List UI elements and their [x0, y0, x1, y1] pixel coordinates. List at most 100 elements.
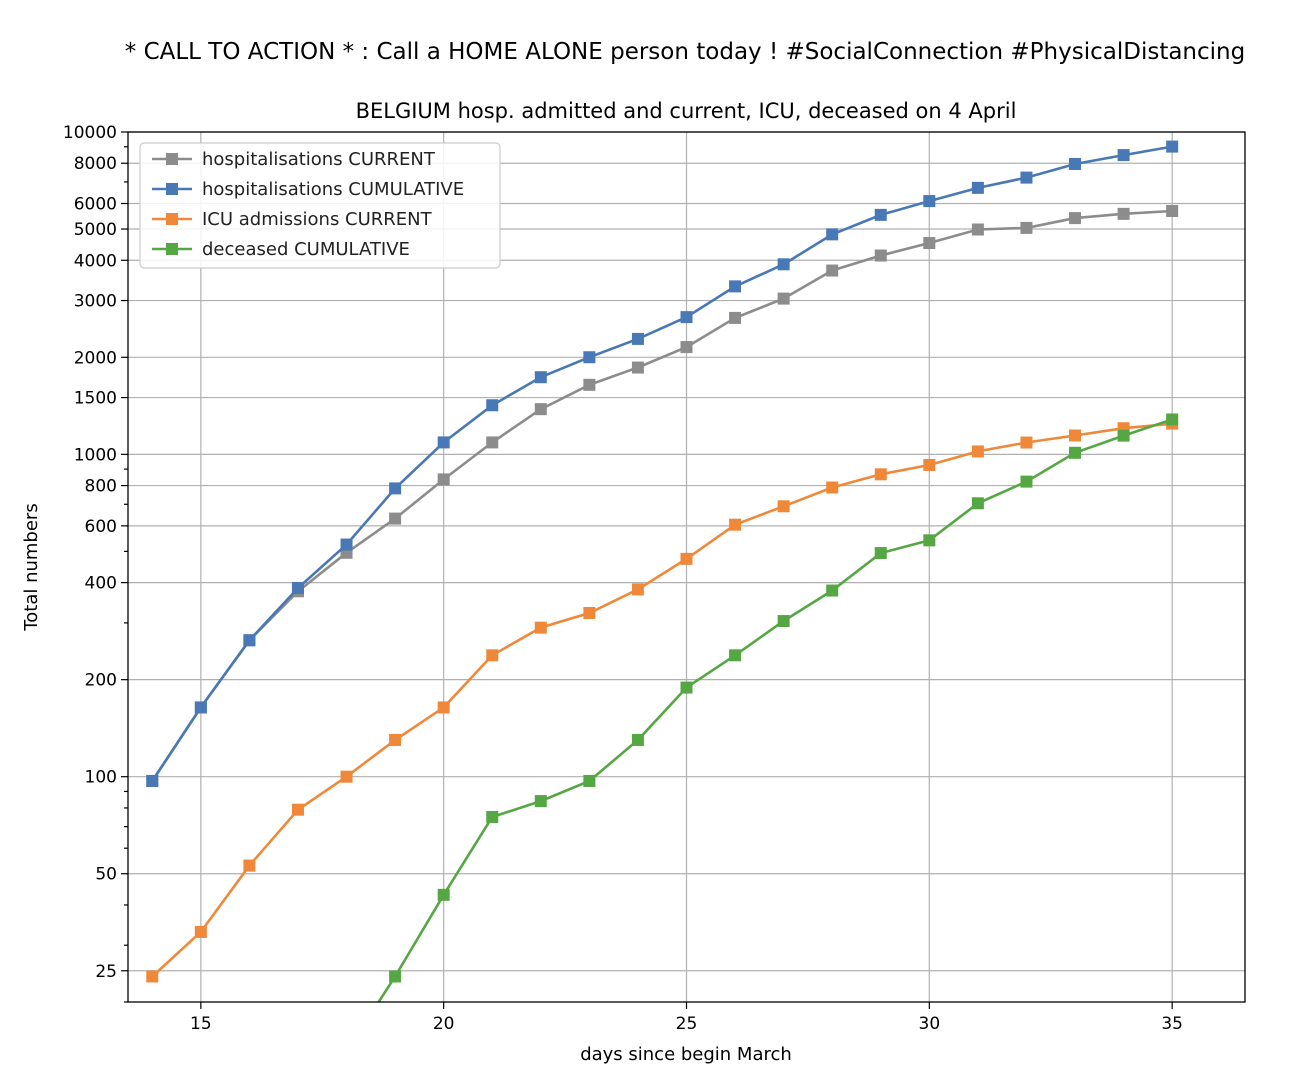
data-point — [243, 859, 256, 872]
x-tick-label: 15 — [190, 1014, 212, 1034]
y-tick-label: 3000 — [74, 292, 117, 312]
data-point — [1117, 207, 1130, 220]
data-point — [631, 361, 644, 374]
data-point — [534, 795, 547, 808]
x-tick-label: 35 — [1161, 1014, 1183, 1034]
legend-swatch-marker — [166, 183, 178, 195]
data-point — [1117, 149, 1130, 162]
data-point — [680, 552, 693, 565]
data-point — [486, 436, 499, 449]
data-point — [583, 351, 596, 364]
y-tick-label: 10000 — [63, 123, 117, 143]
series-line — [151, 422, 1173, 978]
data-point — [291, 803, 304, 816]
data-point — [1069, 212, 1082, 225]
data-point — [291, 581, 304, 594]
data-point — [631, 583, 644, 596]
legend-swatch-marker — [166, 243, 178, 255]
data-point — [631, 733, 644, 746]
data-point — [583, 606, 596, 619]
data-point — [777, 615, 790, 628]
data-point — [437, 436, 450, 449]
legend-entry-label: hospitalisations CURRENT — [202, 149, 436, 170]
data-point — [1020, 436, 1033, 449]
x-tick-label: 20 — [433, 1014, 455, 1034]
legend: hospitalisations CURRENT hospitalisations… — [139, 142, 501, 269]
data-point — [729, 649, 742, 662]
series-line — [151, 145, 1173, 782]
y-tick-label: 100 — [85, 768, 117, 788]
y-tick-label: 25 — [95, 962, 117, 982]
data-point — [874, 468, 887, 481]
data-point — [486, 649, 499, 662]
series-icu-admissions-current — [146, 417, 1179, 983]
data-point — [340, 770, 353, 783]
chart-suptitle: * CALL TO ACTION * : Call a HOME ALONE p… — [125, 39, 1245, 65]
data-point — [534, 403, 547, 416]
data-point — [680, 341, 693, 354]
y-tick-label: 600 — [85, 517, 117, 537]
x-tick-label: 25 — [676, 1014, 698, 1034]
data-point — [777, 292, 790, 305]
data-point — [1166, 140, 1179, 153]
legend-swatch-marker — [166, 213, 178, 225]
series-hospitalisations-current — [146, 204, 1179, 787]
data-point — [923, 458, 936, 471]
data-point — [874, 208, 887, 221]
axis-ticks: 15 20 25 30 35 25 50 100 200 400 600 800 1000 1500 200… — [63, 123, 1183, 1034]
data-point — [971, 223, 984, 236]
data-point — [437, 888, 450, 901]
data-point — [1166, 204, 1179, 217]
data-point — [1020, 171, 1033, 184]
data-point — [777, 500, 790, 513]
data-point — [1069, 429, 1082, 442]
plot-series — [146, 140, 1179, 1058]
legend-box — [139, 142, 501, 269]
data-point — [340, 538, 353, 551]
legend-entry-label: hospitalisations CUMULATIVE — [202, 179, 464, 200]
legend-entry-label: ICU admissions CURRENT — [202, 209, 433, 230]
grid-lines — [128, 131, 1245, 1002]
y-tick-label: 5000 — [74, 220, 117, 240]
y-tick-label: 2000 — [74, 348, 117, 368]
data-point — [680, 311, 693, 324]
data-point — [389, 512, 402, 525]
data-point — [1166, 413, 1179, 426]
data-point — [923, 534, 936, 547]
series-deceased-cumulative — [341, 413, 1179, 1058]
series-line — [151, 209, 1173, 782]
data-point — [437, 473, 450, 486]
data-point — [923, 195, 936, 208]
data-point — [389, 733, 402, 746]
x-axis-label: days since begin March — [580, 1044, 792, 1065]
data-point — [583, 774, 596, 787]
series-line — [377, 418, 1173, 1002]
data-point — [534, 371, 547, 384]
data-point — [194, 701, 207, 714]
data-point — [583, 378, 596, 391]
series-hospitalisations-cumulative — [146, 140, 1179, 787]
data-point — [486, 810, 499, 823]
data-point — [146, 970, 159, 983]
data-point — [1117, 429, 1130, 442]
data-point — [194, 925, 207, 938]
x-tick-label: 30 — [919, 1014, 941, 1034]
data-point — [729, 280, 742, 293]
legend-swatch-marker — [166, 153, 178, 165]
data-point — [534, 621, 547, 634]
data-point — [437, 701, 450, 714]
data-point — [826, 264, 839, 277]
data-point — [341, 1046, 353, 1058]
data-point — [777, 258, 790, 271]
y-axis-label: Total numbers — [21, 503, 42, 631]
data-point — [971, 445, 984, 458]
data-point — [1020, 221, 1033, 234]
data-point — [389, 970, 402, 983]
data-point — [1069, 157, 1082, 170]
data-point — [631, 332, 644, 345]
y-tick-label: 6000 — [74, 195, 117, 215]
data-point — [729, 518, 742, 531]
data-point — [486, 399, 499, 412]
data-point — [243, 634, 256, 647]
